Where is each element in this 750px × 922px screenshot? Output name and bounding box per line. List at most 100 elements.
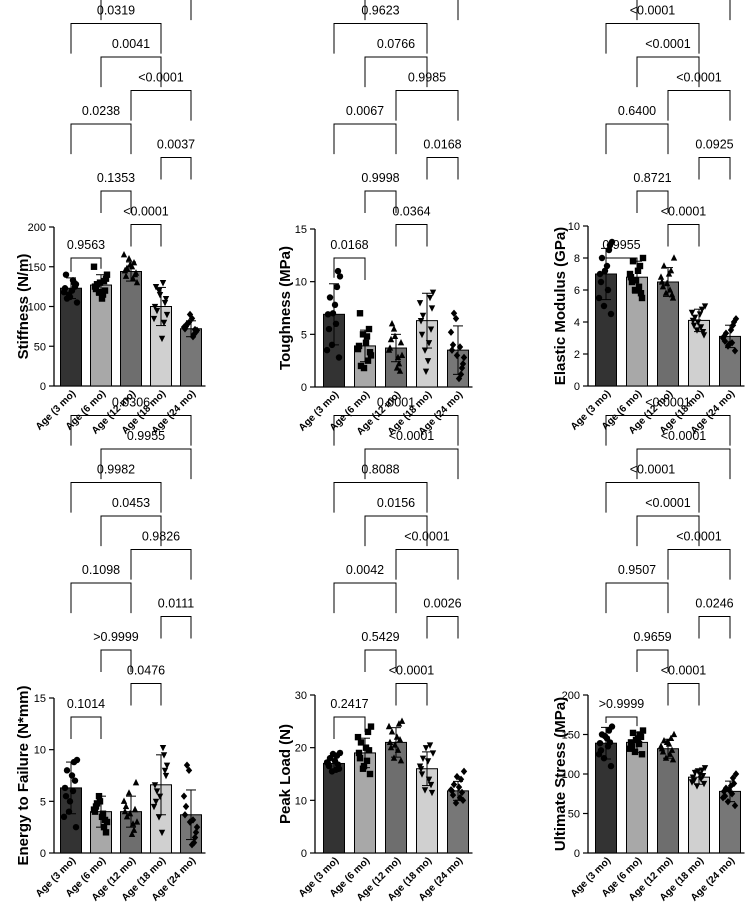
data-point bbox=[639, 727, 647, 734]
data-point bbox=[186, 310, 194, 319]
data-point bbox=[731, 347, 739, 355]
data-point bbox=[637, 290, 645, 297]
data-point bbox=[336, 273, 344, 280]
p-value-label: <0.0001 bbox=[661, 205, 707, 219]
comparison-bracket bbox=[130, 224, 162, 247]
data-point bbox=[126, 261, 134, 268]
data-point bbox=[732, 770, 740, 778]
data-point bbox=[627, 274, 635, 281]
data-point bbox=[421, 787, 429, 794]
data-point bbox=[449, 341, 457, 349]
comparison-bracket bbox=[333, 582, 397, 614]
data-point bbox=[160, 752, 168, 759]
data-point bbox=[161, 299, 169, 307]
p-value-label: 0.0766 bbox=[377, 37, 415, 51]
data-point bbox=[424, 358, 432, 365]
data-point bbox=[455, 374, 463, 383]
comparison-bracket bbox=[70, 123, 132, 155]
data-point bbox=[356, 310, 364, 317]
p-value-label: 0.0041 bbox=[112, 37, 150, 51]
bar bbox=[323, 762, 345, 854]
data-point bbox=[131, 270, 139, 278]
comparison-bracket bbox=[605, 716, 638, 727]
y-tick-label: 150 bbox=[28, 262, 46, 274]
data-point bbox=[336, 749, 344, 757]
data-point bbox=[95, 792, 103, 800]
comparison-bracket bbox=[636, 0, 731, 21]
comparison-bracket bbox=[426, 157, 459, 180]
data-point bbox=[191, 833, 199, 842]
data-point bbox=[69, 787, 77, 795]
data-point bbox=[395, 360, 403, 367]
data-point bbox=[724, 797, 732, 806]
data-point bbox=[450, 309, 458, 317]
data-point bbox=[697, 324, 705, 331]
y-tick-label: 10 bbox=[295, 277, 307, 289]
data-point bbox=[163, 311, 171, 319]
data-point bbox=[395, 720, 403, 727]
p-value-label: 0.9507 bbox=[618, 563, 656, 577]
data-point bbox=[396, 735, 404, 743]
data-point bbox=[185, 318, 193, 327]
comparison-bracket bbox=[100, 190, 132, 213]
comparison-bracket bbox=[698, 157, 731, 180]
y-tick-label: 5 bbox=[40, 796, 46, 808]
data-point bbox=[691, 314, 699, 321]
data-point bbox=[659, 283, 667, 290]
p-value-label: 0.0364 bbox=[392, 205, 430, 219]
y-axis-label: Elastic Modulus (GPa) bbox=[552, 227, 569, 385]
data-point bbox=[185, 766, 193, 775]
data-point bbox=[125, 789, 133, 796]
data-point bbox=[65, 808, 73, 815]
data-point bbox=[334, 761, 342, 768]
comparison-bracket bbox=[667, 90, 731, 121]
data-point bbox=[102, 829, 110, 836]
p-value-label: 0.1098 bbox=[82, 563, 120, 577]
data-point bbox=[385, 722, 393, 730]
data-point bbox=[101, 816, 109, 824]
data-point bbox=[628, 278, 636, 286]
p-value-label: 0.0453 bbox=[112, 496, 150, 510]
comparison-bracket bbox=[395, 90, 459, 121]
p-value-label: 0.2417 bbox=[330, 697, 368, 711]
data-point bbox=[665, 270, 673, 277]
data-point bbox=[180, 323, 188, 331]
data-point bbox=[601, 267, 609, 274]
p-value-label: 0.0026 bbox=[423, 597, 461, 611]
data-point bbox=[631, 286, 639, 294]
data-point bbox=[71, 777, 79, 784]
p-value-label: <0.0001 bbox=[630, 4, 676, 18]
p-value-label: 0.0042 bbox=[346, 563, 384, 577]
p-value-label: 0.0476 bbox=[127, 664, 165, 678]
data-point bbox=[658, 278, 666, 285]
data-point bbox=[727, 326, 735, 334]
data-point bbox=[426, 294, 434, 302]
comparison-bracket bbox=[100, 515, 162, 547]
comparison-bracket bbox=[70, 482, 162, 513]
data-point bbox=[391, 741, 399, 748]
y-axis-label: Ultimate Stress (MPa) bbox=[552, 697, 569, 851]
data-point bbox=[362, 339, 370, 346]
data-point bbox=[96, 798, 104, 805]
data-point bbox=[360, 364, 368, 372]
data-point bbox=[456, 794, 464, 802]
data-point bbox=[606, 739, 614, 746]
comparison-bracket bbox=[605, 257, 638, 264]
data-point bbox=[125, 255, 133, 262]
p-value-label: 0.0001 bbox=[377, 396, 415, 410]
data-point bbox=[596, 270, 604, 278]
comparison-bracket bbox=[605, 482, 700, 513]
data-point bbox=[159, 745, 167, 752]
p-value-label: <0.0001 bbox=[661, 664, 707, 678]
data-point bbox=[698, 306, 706, 313]
data-point bbox=[359, 331, 367, 338]
data-point bbox=[694, 319, 702, 326]
comparison-bracket bbox=[130, 683, 162, 706]
data-point bbox=[662, 289, 670, 296]
y-tick-label: 10 bbox=[295, 795, 307, 807]
data-point bbox=[99, 810, 107, 817]
data-point bbox=[460, 767, 468, 776]
data-point bbox=[329, 310, 337, 317]
comparison-bracket bbox=[100, 0, 192, 21]
